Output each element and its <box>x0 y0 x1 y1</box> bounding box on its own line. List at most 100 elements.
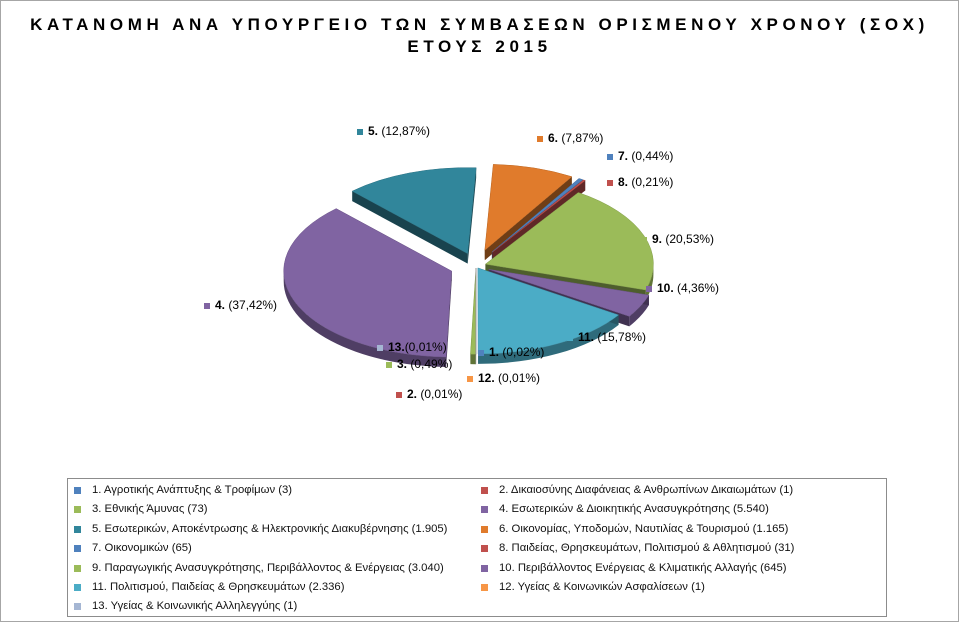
pie-slice-9 <box>484 192 654 291</box>
data-label-marker-10 <box>646 286 652 292</box>
data-label-id-4: 4. <box>215 298 225 312</box>
legend-swatch-7 <box>74 545 81 553</box>
data-label-8: 8. (0,21%) <box>607 175 673 189</box>
data-label-id-1: 1. <box>489 345 499 359</box>
data-label-pct-13: (0,01%) <box>405 340 447 354</box>
pie-slice-8 <box>492 179 586 253</box>
legend-label-7: 7. Οικονομικών (65) <box>92 542 192 555</box>
data-label-marker-9 <box>641 237 647 243</box>
pie-chart: 1. (0,02%) 2. (0,01%) 3. (0,49%) 4. (37,42%… <box>204 124 719 401</box>
data-label-marker-2 <box>396 392 402 398</box>
data-label-pct-8: (0,21%) <box>628 175 673 189</box>
data-label-id-10: 10. <box>657 281 674 295</box>
data-label-pct-9: (20,53%) <box>662 232 714 246</box>
legend-swatch-12 <box>481 584 488 591</box>
pie-slice-11 <box>477 267 620 355</box>
data-label-pct-2: (0,01%) <box>417 387 462 401</box>
pie-slice-7 <box>491 178 584 253</box>
data-label-12: 12. (0,01%) <box>467 371 540 385</box>
data-label-marker-11 <box>567 335 573 341</box>
chart-title-line-2: ΕΤΟΥΣ 2015 <box>407 37 552 56</box>
data-label-text-6: 6. (7,87%) <box>548 131 603 145</box>
data-label-text-9: 9. (20,53%) <box>652 232 714 246</box>
legend-swatch-11 <box>74 584 81 591</box>
data-label-marker-1 <box>478 350 484 356</box>
data-label-9: 9. (20,53%) <box>641 232 714 246</box>
legend-label-9: 9. Παραγωγικής Ανασυγκρότησης, Περιβάλλο… <box>92 561 444 574</box>
pie-top-layer <box>283 164 654 358</box>
data-label-pct-11: (15,78%) <box>594 330 646 344</box>
data-labels: 1. (0,02%) 2. (0,01%) 3. (0,49%) 4. (37,42%… <box>204 124 719 401</box>
data-label-marker-7 <box>607 154 613 160</box>
data-label-id-5: 5. <box>368 124 378 138</box>
data-label-pct-4: (37,42%) <box>225 298 277 312</box>
legend-swatch-8 <box>481 545 488 553</box>
data-label-pct-7: (0,44%) <box>628 149 673 163</box>
data-label-pct-5: (12,87%) <box>378 124 430 138</box>
pie-slice-10 <box>488 269 650 317</box>
legend-label-8: 8. Παιδείας, Θρησκευμάτων, Πολιτισμού & … <box>499 542 795 555</box>
data-label-5: 5. (12,87%) <box>357 124 430 138</box>
legend-swatch-2 <box>481 487 488 494</box>
slice-edge-5-0 <box>352 191 468 264</box>
data-label-text-2: 2. (0,01%) <box>407 387 462 401</box>
legend-swatch-6 <box>481 525 488 533</box>
legend-label-1: 1. Αγροτικής Ανάπτυξης & Τροφίμων (3) <box>92 484 293 496</box>
data-label-marker-12 <box>467 376 473 382</box>
data-label-id-9: 9. <box>652 232 662 246</box>
data-label-text-5: 5. (12,87%) <box>368 124 430 138</box>
data-label-pct-1: (0,02%) <box>499 345 544 359</box>
chart-title: ΚΑΤΑΝΟΜΗ ΑΝΑ ΥΠΟΥΡΓΕΙΟ ΤΩΝ ΣΥΜΒΑΣΕΩΝ ΟΡΙ… <box>0 14 959 58</box>
pie-slice-5 <box>351 167 477 255</box>
data-label-pct-10: (4,36%) <box>674 281 719 295</box>
data-label-text-4: 4. (37,42%) <box>215 298 277 312</box>
legend-label-4: 4. Εσωτερικών & Διοικητικής Ανασυγκρότησ… <box>499 503 769 516</box>
data-label-id-7: 7. <box>618 149 628 163</box>
legend-label-3: 3. Εθνικής Άμυνας (73) <box>92 503 208 516</box>
data-label-marker-5 <box>357 129 363 135</box>
data-label-text-13: 13.(0,01%) <box>388 340 447 354</box>
slice-side-3 <box>470 354 476 365</box>
data-label-4: 4. (37,42%) <box>204 298 277 312</box>
chart-legend: 1. Αγροτικής Ανάπτυξης & Τροφίμων (3) 2. … <box>67 478 887 617</box>
data-label-pct-6: (7,87%) <box>558 131 603 145</box>
data-label-marker-3 <box>386 362 392 368</box>
data-label-id-2: 2. <box>407 387 417 401</box>
data-label-text-1: 1. (0,02%) <box>489 345 544 359</box>
data-label-marker-4 <box>204 303 210 309</box>
data-label-id-12: 12. <box>478 371 495 385</box>
data-label-text-8: 8. (0,21%) <box>618 175 673 189</box>
legend-swatch-3 <box>74 506 81 514</box>
legend-label-10: 10. Περιβάλλοντος Ενέργειας & Κλιματικής… <box>499 561 787 574</box>
legend-label-5: 5. Εσωτερικών, Αποκέντρωσης & Ηλεκτρονικ… <box>92 522 448 535</box>
legend-label-6: 6. Οικονομίας, Υποδομών, Ναυτιλίας & Του… <box>499 522 789 535</box>
chart-title-line-1: ΚΑΤΑΝΟΜΗ ΑΝΑ ΥΠΟΥΡΓΕΙΟ ΤΩΝ ΣΥΜΒΑΣΕΩΝ ΟΡΙ… <box>30 15 929 34</box>
legend-swatch-13 <box>74 603 81 611</box>
data-label-id-8: 8. <box>618 175 628 189</box>
pie-slice-4 <box>283 208 452 358</box>
data-label-id-13: 13. <box>388 340 405 354</box>
data-label-1: 1. (0,02%) <box>478 345 544 359</box>
pie-slice-6 <box>484 164 573 251</box>
pie-slice-3 <box>470 268 477 355</box>
data-label-pct-12: (0,01%) <box>495 371 540 385</box>
legend-swatch-5 <box>74 525 81 533</box>
data-label-text-10: 10. (4,36%) <box>657 281 719 295</box>
data-label-id-3: 3. <box>397 357 407 371</box>
slice-side-4 <box>283 271 447 368</box>
data-label-marker-13 <box>377 345 383 351</box>
legend-swatch-9 <box>74 564 81 572</box>
data-label-text-12: 12. (0,01%) <box>478 371 540 385</box>
data-label-text-11: 11. (15,78%) <box>578 330 646 344</box>
legend-label-2: 2. Δικαιοσύνης Διαφάνειας & Ανθρωπίνων Δ… <box>499 484 794 496</box>
legend-label-11: 11. Πολιτισμού, Παιδείας & Θρησκευμάτων … <box>92 581 345 593</box>
legend-swatch-10 <box>481 564 488 572</box>
data-label-text-7: 7. (0,44%) <box>618 149 673 163</box>
data-label-pct-3: (0,49%) <box>407 357 452 371</box>
data-label-text-3: 3. (0,49%) <box>397 357 452 371</box>
data-label-id-11: 11. <box>578 330 594 344</box>
data-label-marker-8 <box>607 180 613 186</box>
data-label-10: 10. (4,36%) <box>646 281 719 295</box>
legend-label-12: 12. Υγείας & Κοινωνικών Ασφαλίσεων (1) <box>499 581 705 593</box>
data-label-2: 2. (0,01%) <box>396 387 462 401</box>
